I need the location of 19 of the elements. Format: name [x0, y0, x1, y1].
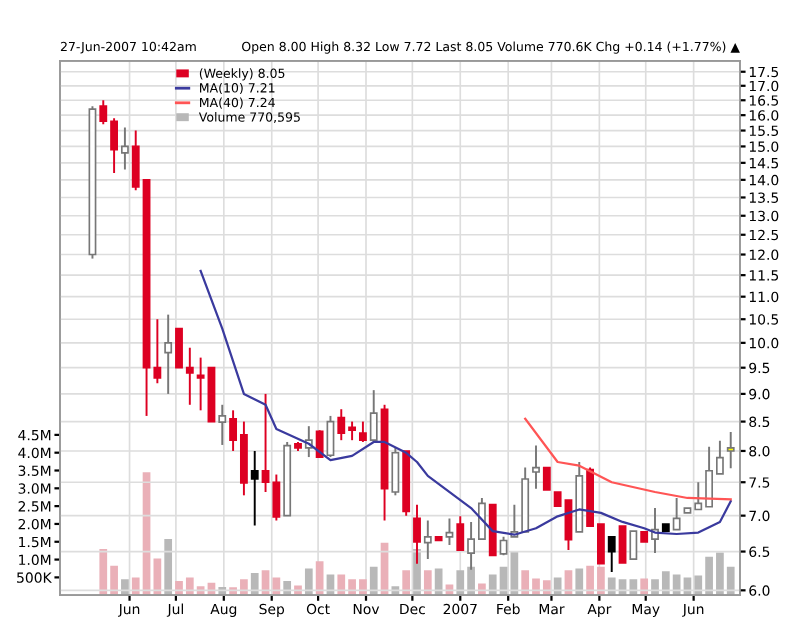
line-series: [524, 417, 732, 501]
candlestick: [358, 420, 367, 443]
candlestick: [423, 519, 432, 561]
candlestick: [250, 449, 259, 527]
candlestick: [607, 535, 616, 574]
candlestick: [369, 389, 378, 443]
candlestick: [218, 403, 227, 446]
candlestick: [542, 466, 551, 491]
candlestick: [618, 525, 627, 564]
candlestick: [445, 517, 454, 546]
candlestick: [629, 530, 638, 560]
candlestick: [315, 429, 324, 459]
candlestick: [726, 430, 735, 470]
candlestick: [456, 515, 465, 552]
candlestick: [164, 313, 173, 395]
candlestick: [532, 444, 540, 490]
candlestick: [120, 126, 129, 171]
candlestick: [672, 497, 681, 531]
candlestick: [391, 446, 400, 497]
